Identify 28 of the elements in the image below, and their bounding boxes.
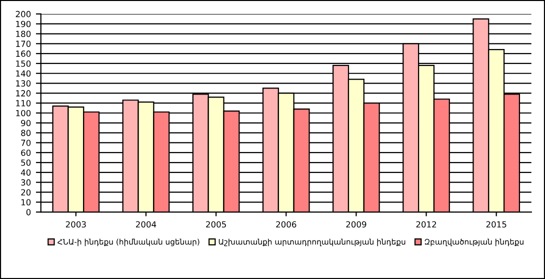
- y-tick-label: 30: [21, 179, 31, 186]
- y-tick-label: 10: [21, 199, 31, 206]
- y-tick-label: 100: [16, 110, 31, 116]
- y-tick-label: 40: [20, 169, 31, 176]
- x-tick-label: 2012: [416, 221, 436, 228]
- y-tick-label: 150: [16, 60, 31, 67]
- x-tick-label: 2015: [486, 221, 506, 228]
- y-tick-label: 140: [16, 70, 31, 77]
- y-tick-label: 130: [16, 80, 31, 87]
- y-tick-label: 110: [16, 100, 31, 106]
- y-tick-label: 0: [26, 209, 31, 216]
- y-tick-label: 200: [16, 10, 31, 18]
- y-tick-label: 180: [16, 30, 31, 38]
- y-tick-label: 160: [16, 50, 31, 57]
- y-tick-label: 190: [16, 20, 31, 28]
- y-tick-label: 170: [16, 40, 31, 47]
- x-tick-label: 2003: [66, 221, 86, 228]
- y-tick-label: 50: [21, 160, 31, 166]
- x-tick-label: 2005: [206, 221, 226, 228]
- x-tick-label: 2006: [276, 221, 296, 228]
- y-tick-label: 70: [21, 140, 31, 146]
- y-tick-label: 60: [21, 150, 31, 156]
- x-tick-label: 2004: [136, 221, 156, 228]
- y-tick-label: 120: [16, 90, 31, 96]
- y-tick-label: 20: [21, 189, 31, 196]
- y-tick-label: 80: [21, 130, 31, 136]
- y-tick-label: 90: [21, 120, 31, 126]
- x-tick-label: 2009: [346, 221, 366, 228]
